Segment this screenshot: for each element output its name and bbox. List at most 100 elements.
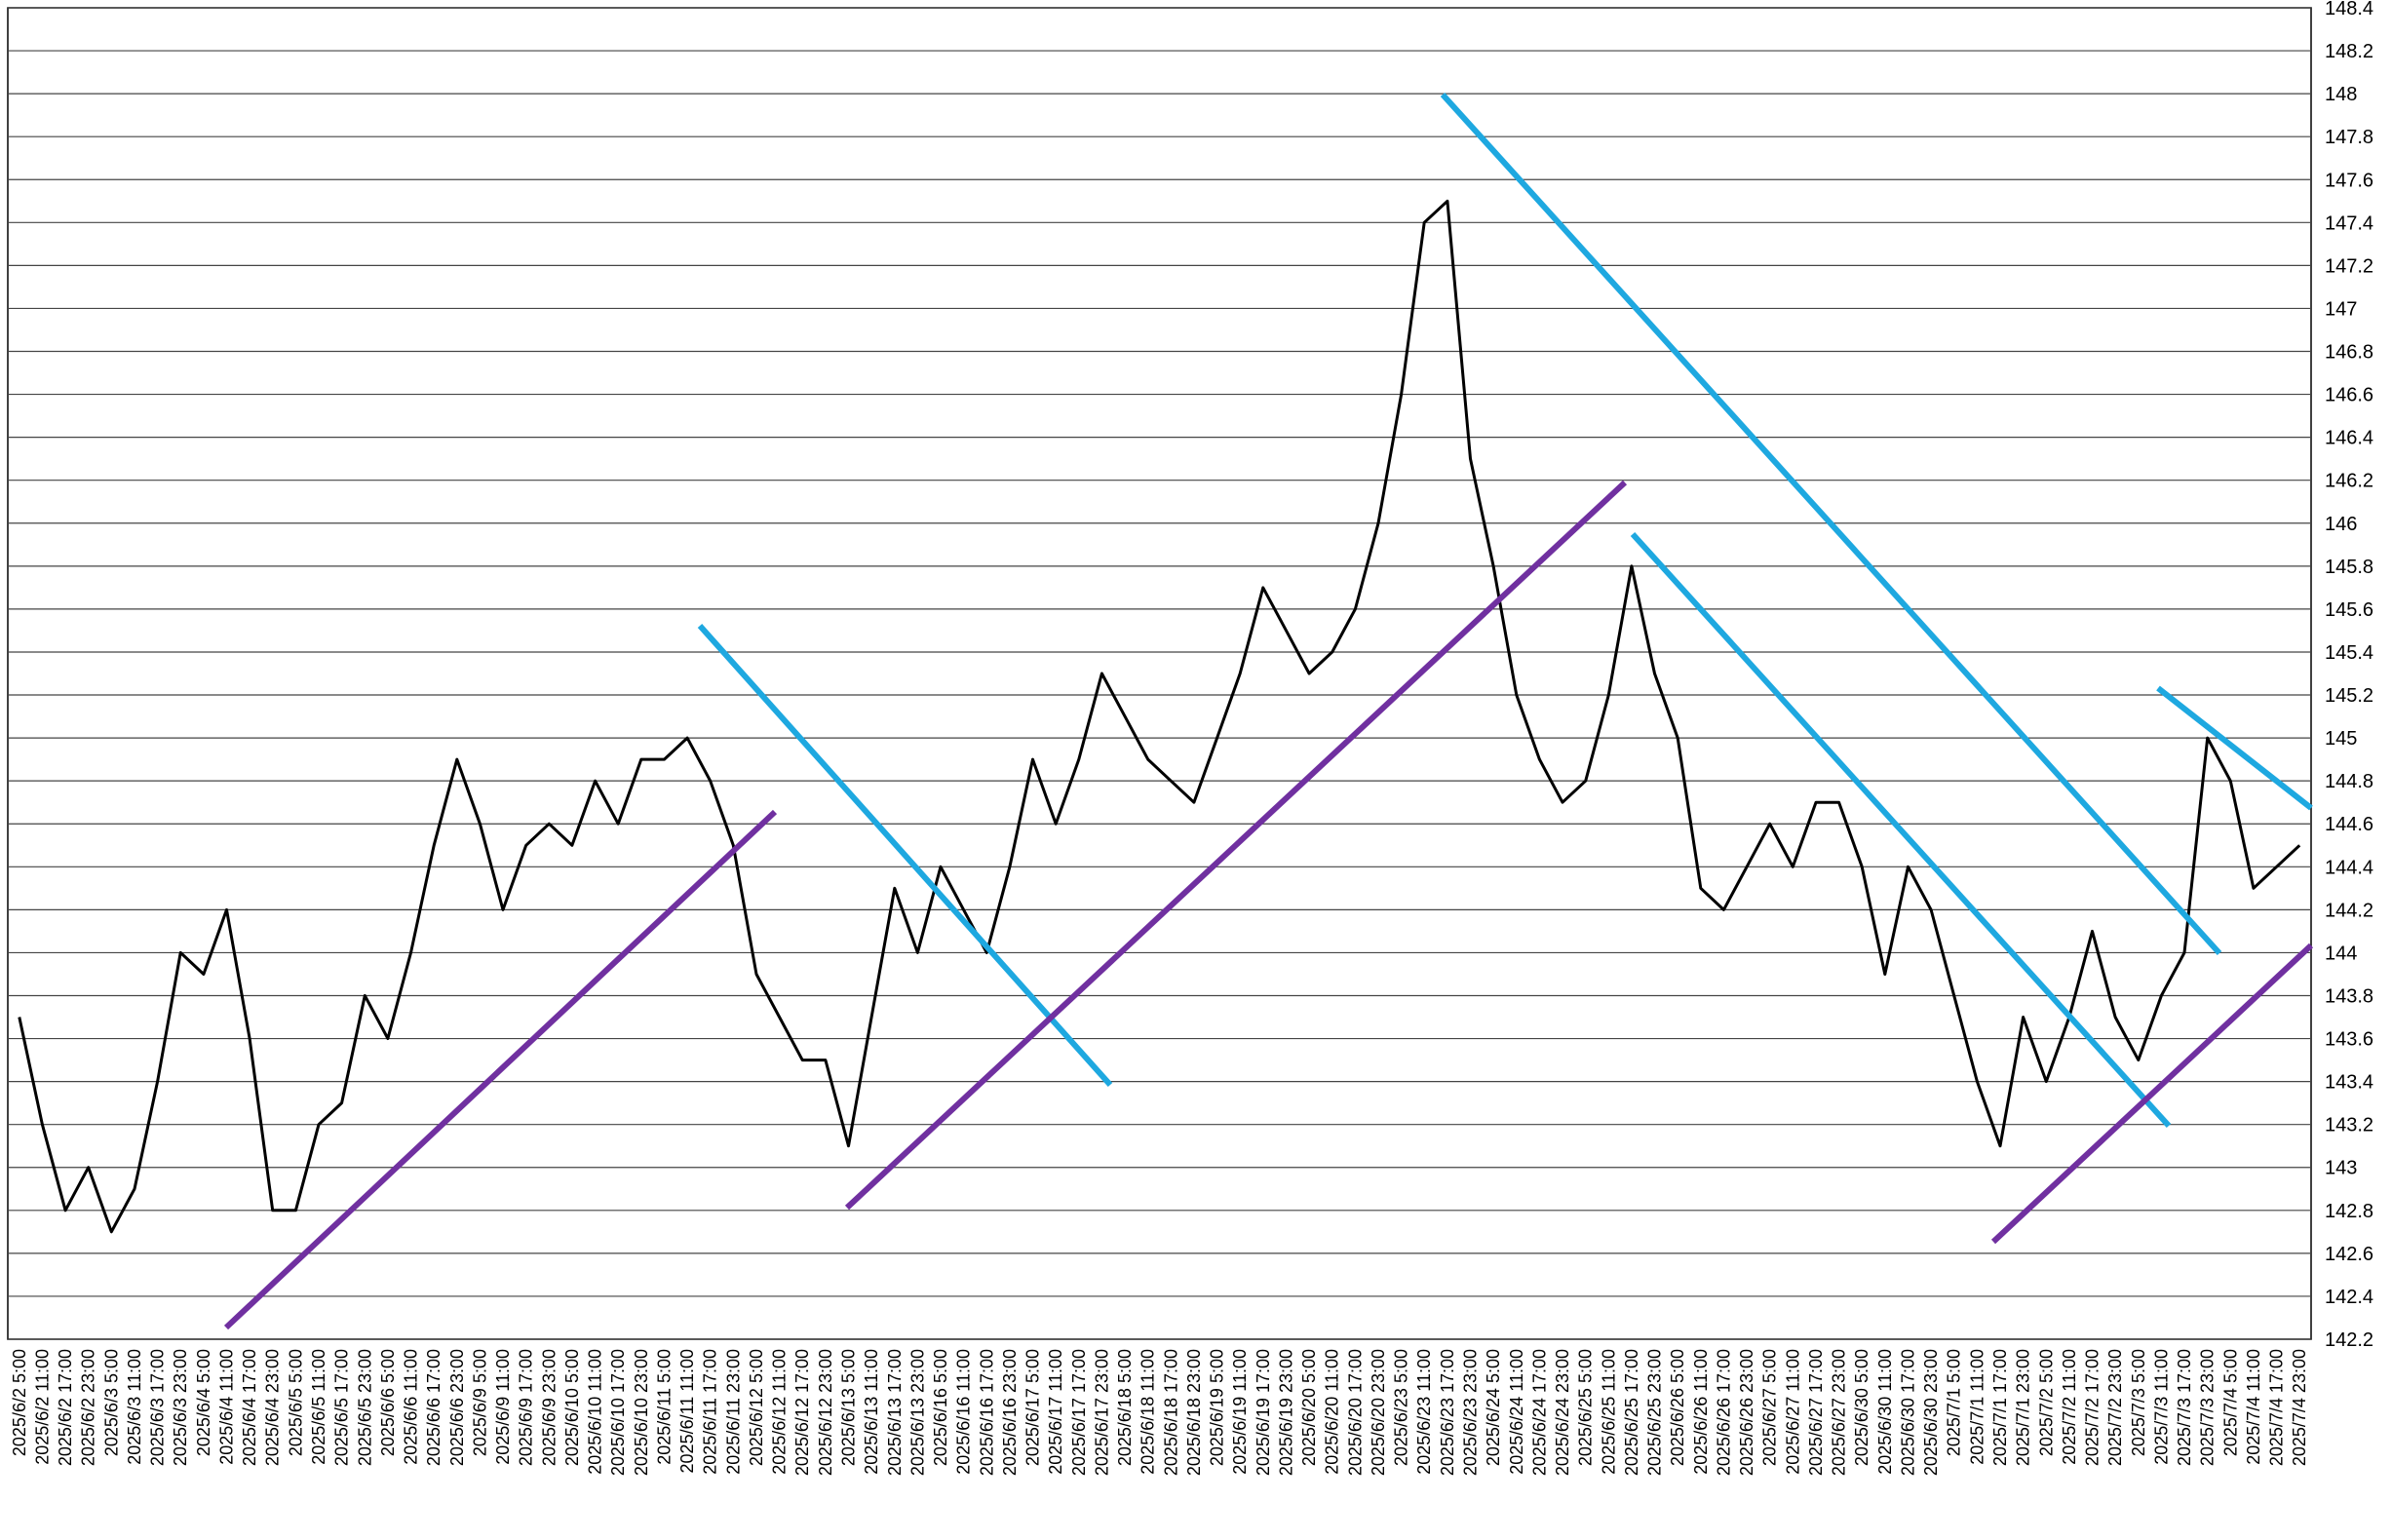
y-tick-label: 143.6 xyxy=(2325,1029,2373,1051)
x-tick-label: 2025/6/24 17:00 xyxy=(1529,1349,1549,1476)
x-tick-label: 2025/6/24 5:00 xyxy=(1484,1349,1503,1466)
x-tick-label: 2025/6/3 11:00 xyxy=(125,1349,144,1465)
y-tick-label: 142.8 xyxy=(2325,1201,2373,1222)
x-tick-label: 2025/6/10 5:00 xyxy=(562,1349,582,1466)
x-tick-label: 2025/6/5 23:00 xyxy=(355,1349,374,1466)
y-tick-label: 148.2 xyxy=(2325,41,2373,62)
x-tick-label: 2025/6/6 11:00 xyxy=(402,1349,421,1465)
x-tick-label: 2025/7/2 5:00 xyxy=(2036,1349,2056,1456)
axis-labels: 142.2 142.4 142.6 142.8 143 143.2 143.4 143.6 14… xyxy=(10,0,2373,1476)
x-tick-label: 2025/6/30 11:00 xyxy=(1875,1349,1895,1475)
x-tick-label: 2025/6/5 11:00 xyxy=(309,1349,328,1465)
x-tick-label: 2025/7/4 5:00 xyxy=(2220,1349,2240,1456)
x-tick-label: 2025/6/3 5:00 xyxy=(101,1349,121,1456)
x-tick-label: 2025/6/25 23:00 xyxy=(1645,1349,1665,1476)
support-line xyxy=(223,809,778,1330)
y-tick-label: 144.8 xyxy=(2325,771,2373,792)
x-tick-label: 2025/7/3 17:00 xyxy=(2175,1349,2194,1466)
x-tick-label: 2025/6/12 5:00 xyxy=(747,1349,766,1466)
x-tick-label: 2025/7/1 23:00 xyxy=(2014,1349,2033,1466)
y-tick-label: 142.6 xyxy=(2325,1244,2373,1265)
x-tick-label: 2025/6/6 5:00 xyxy=(378,1349,398,1456)
grid xyxy=(8,7,2311,1340)
x-tick-label: 2025/6/26 23:00 xyxy=(1737,1349,1756,1476)
x-tick-label: 2025/6/27 5:00 xyxy=(1760,1349,1780,1466)
x-tick-label: 2025/6/2 11:00 xyxy=(32,1349,52,1465)
y-tick-label: 145.6 xyxy=(2325,599,2373,621)
x-tick-label: 2025/6/4 5:00 xyxy=(194,1349,213,1456)
support-line xyxy=(1990,943,2314,1245)
x-tick-label: 2025/6/16 23:00 xyxy=(1000,1349,1020,1476)
x-tick-label: 2025/6/20 5:00 xyxy=(1299,1349,1319,1466)
y-tick-label: 145.2 xyxy=(2325,685,2373,707)
x-tick-label: 2025/6/24 23:00 xyxy=(1553,1349,1572,1476)
x-tick-label: 2025/6/11 5:00 xyxy=(654,1349,674,1465)
y-tick-label: 146.4 xyxy=(2325,428,2373,449)
x-tick-label: 2025/6/20 17:00 xyxy=(1345,1349,1365,1476)
y-tick-label: 144.6 xyxy=(2325,814,2373,835)
x-tick-label: 2025/6/25 5:00 xyxy=(1576,1349,1596,1466)
x-tick-label: 2025/6/30 23:00 xyxy=(1921,1349,1941,1476)
x-tick-label: 2025/7/1 17:00 xyxy=(1990,1349,2010,1466)
x-tick-label: 2025/7/4 23:00 xyxy=(2290,1349,2309,1466)
x-tick-label: 2025/6/23 11:00 xyxy=(1414,1349,1434,1475)
y-tick-label: 147.4 xyxy=(2325,212,2373,234)
x-tick-label: 2025/7/2 11:00 xyxy=(2060,1349,2079,1465)
x-tick-label: 2025/6/25 11:00 xyxy=(1599,1349,1618,1475)
x-tick-label: 2025/7/1 5:00 xyxy=(1945,1349,1964,1456)
x-tick-label: 2025/7/4 11:00 xyxy=(2244,1349,2263,1465)
y-tick-label: 147 xyxy=(2325,298,2357,320)
y-tick-label: 145 xyxy=(2325,728,2357,750)
x-tick-label: 2025/6/20 11:00 xyxy=(1323,1349,1342,1475)
y-tick-label: 146.8 xyxy=(2325,342,2373,364)
x-tick-label: 2025/6/12 23:00 xyxy=(816,1349,835,1476)
y-tick-label: 143.2 xyxy=(2325,1115,2373,1136)
x-tick-label: 2025/6/3 23:00 xyxy=(171,1349,190,1466)
price-series xyxy=(18,199,2301,1234)
x-tick-label: 2025/6/3 17:00 xyxy=(148,1349,168,1466)
x-tick-label: 2025/6/19 5:00 xyxy=(1208,1349,1227,1466)
x-tick-label: 2025/7/4 17:00 xyxy=(2267,1349,2287,1466)
y-tick-label: 147.6 xyxy=(2325,170,2373,191)
y-tick-label: 144.2 xyxy=(2325,900,2373,921)
x-tick-label: 2025/6/26 17:00 xyxy=(1714,1349,1733,1476)
x-tick-label: 2025/6/17 17:00 xyxy=(1069,1349,1089,1476)
x-tick-label: 2025/6/2 17:00 xyxy=(56,1349,75,1466)
y-tick-label: 143.4 xyxy=(2325,1072,2373,1094)
y-tick-label: 147.2 xyxy=(2325,255,2373,277)
x-tick-label: 2025/6/27 11:00 xyxy=(1783,1349,1802,1475)
y-tick-label: 146 xyxy=(2325,514,2357,535)
x-tick-label: 2025/7/3 11:00 xyxy=(2151,1349,2171,1465)
x-tick-label: 2025/6/30 17:00 xyxy=(1898,1349,1917,1476)
y-tick-label: 146.6 xyxy=(2325,385,2373,406)
x-tick-label: 2025/6/9 17:00 xyxy=(517,1349,536,1466)
x-tick-label: 2025/7/3 5:00 xyxy=(2129,1349,2148,1456)
trend-lines xyxy=(223,92,2314,1330)
x-tick-label: 2025/6/17 11:00 xyxy=(1046,1349,1065,1475)
x-tick-label: 2025/7/3 23:00 xyxy=(2198,1349,2218,1466)
x-tick-label: 2025/7/2 23:00 xyxy=(2105,1349,2125,1466)
x-tick-label: 2025/6/4 23:00 xyxy=(263,1349,283,1466)
x-tick-label: 2025/6/10 11:00 xyxy=(586,1349,605,1475)
x-tick-label: 2025/6/12 11:00 xyxy=(770,1349,790,1475)
x-tick-label: 2025/6/9 11:00 xyxy=(493,1349,513,1465)
x-tick-label: 2025/6/17 5:00 xyxy=(1023,1349,1043,1466)
x-tick-label: 2025/6/27 23:00 xyxy=(1830,1349,1849,1476)
y-tick-label: 143.8 xyxy=(2325,985,2373,1007)
plot-area xyxy=(7,7,2312,1340)
x-tick-label: 2025/6/23 5:00 xyxy=(1392,1349,1411,1466)
x-tick-label: 2025/6/19 17:00 xyxy=(1254,1349,1273,1476)
price-line xyxy=(18,199,2301,1234)
x-tick-label: 2025/6/13 17:00 xyxy=(885,1349,905,1476)
y-tick-label: 144 xyxy=(2325,943,2357,964)
y-tick-label: 142.2 xyxy=(2325,1329,2373,1351)
x-tick-label: 2025/7/1 11:00 xyxy=(1967,1349,1987,1465)
y-tick-label: 145.8 xyxy=(2325,557,2373,578)
x-tick-label: 2025/6/12 17:00 xyxy=(792,1349,812,1476)
x-tick-label: 2025/6/16 11:00 xyxy=(954,1349,974,1475)
y-tick-label: 147.8 xyxy=(2325,127,2373,148)
x-tick-label: 2025/6/9 23:00 xyxy=(539,1349,559,1466)
x-tick-label: 2025/6/25 17:00 xyxy=(1622,1349,1641,1476)
y-tick-label: 145.4 xyxy=(2325,642,2373,664)
